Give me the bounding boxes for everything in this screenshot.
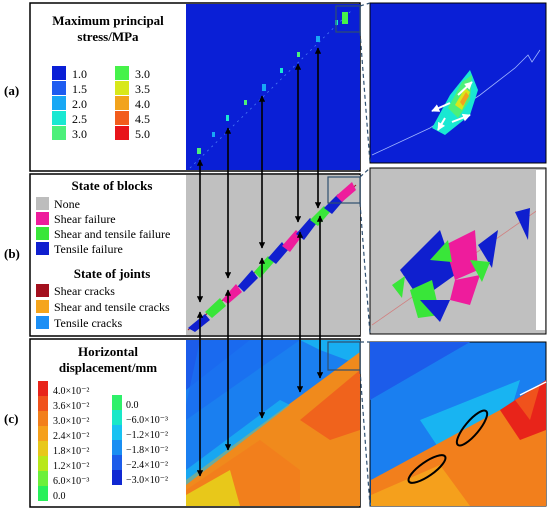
stress-right-swatch xyxy=(115,126,129,140)
disp-left-swatch xyxy=(38,411,48,426)
disp-left-label: 3.0×10⁻² xyxy=(53,416,89,427)
stress-right-label: 3.0 xyxy=(135,67,150,81)
displacement-title-line1: Horizontal xyxy=(78,344,138,359)
blocks-label: Shear and tensile failure xyxy=(54,227,170,241)
stress-left-label: 3.0 xyxy=(72,127,87,141)
blocks-label: None xyxy=(54,197,80,211)
blocks-swatch xyxy=(36,227,49,240)
disp-right-label: −2.4×10⁻² xyxy=(126,460,168,471)
stress-right-label: 5.0 xyxy=(135,127,150,141)
disp-left-swatch xyxy=(38,441,48,456)
stress-right-swatch xyxy=(115,111,129,125)
disp-right-swatch xyxy=(112,410,122,425)
stress-concentration-spots xyxy=(189,9,353,169)
stress-left-swatch xyxy=(52,96,66,110)
blocks-label: Tensile failure xyxy=(54,242,123,256)
zoom-a xyxy=(369,2,547,164)
disp-left-swatch xyxy=(38,486,48,501)
zoom-c-ellipse-upper xyxy=(455,409,489,447)
disp-right-label: −1.2×10⁻² xyxy=(126,430,168,441)
stress-right-swatch xyxy=(115,66,129,80)
panel-b-label: (b) xyxy=(4,246,20,261)
stress-legend-left: 1.01.52.02.53.0 xyxy=(52,66,87,141)
joints-label: Shear cracks xyxy=(54,284,115,298)
stress-right-label: 4.0 xyxy=(135,97,150,111)
blocks-swatch xyxy=(36,212,49,225)
disp-right-swatch xyxy=(112,470,122,485)
displacement-legend-left: 4.0×10⁻² 3.6×10⁻² 3.0×10⁻² 2.4×10⁻² 1.8×10⁻²… xyxy=(38,381,89,502)
stress-title-line1: Maximum principal xyxy=(52,13,164,28)
disp-right-label: 0.0 xyxy=(126,400,139,411)
stress-left-swatch xyxy=(52,126,66,140)
blocks-swatch xyxy=(36,242,49,255)
joints-swatch xyxy=(36,284,49,297)
disp-left-label: 2.4×10⁻² xyxy=(53,431,89,442)
stress-left-label: 2.0 xyxy=(72,97,87,111)
disp-left-label: 0.0 xyxy=(53,491,66,502)
disp-right-label: −6.0×10⁻³ xyxy=(126,415,168,426)
disp-left-label: 1.8×10⁻² xyxy=(53,446,89,457)
panel-c-label: (c) xyxy=(4,411,18,426)
panel-c: (c) Horizontal displacement/mm 4.0×10⁻² 3… xyxy=(4,338,361,508)
joints-legend: Shear cracks Shear and tensile cracks Tens… xyxy=(36,284,170,330)
displacement-title-line2: displacement/mm xyxy=(59,360,157,375)
stress-left-swatch xyxy=(52,81,66,95)
stress-right-swatch xyxy=(115,96,129,110)
disp-right-swatch xyxy=(112,440,122,455)
joints-label: Tensile cracks xyxy=(54,316,122,330)
disp-left-swatch xyxy=(38,396,48,411)
disp-left-label: 3.6×10⁻² xyxy=(53,401,89,412)
stress-left-label: 1.5 xyxy=(72,82,87,96)
blocks-legend-panel xyxy=(33,177,185,333)
stress-right-swatch xyxy=(115,81,129,95)
stress-legend-right: 3.03.54.04.55.0 xyxy=(115,66,150,141)
disp-left-swatch xyxy=(38,471,48,486)
disp-right-label: −1.8×10⁻² xyxy=(126,445,168,456)
zoom-box-c xyxy=(327,341,361,371)
stress-right-label: 4.5 xyxy=(135,112,150,126)
disp-left-label: 4.0×10⁻² xyxy=(53,386,89,397)
correspondence-arrows xyxy=(196,47,324,477)
stress-title-line2: stress/MPa xyxy=(77,29,139,44)
disp-left-label: 6.0×10⁻³ xyxy=(53,476,89,487)
zoom-b xyxy=(369,167,547,335)
zoom-c-ellipse-lower xyxy=(407,454,447,484)
panel-a: (a) Maximum principal stress/MPa 1.01.52… xyxy=(4,2,361,172)
joints-swatch xyxy=(36,316,49,329)
disp-left-swatch xyxy=(38,456,48,471)
stress-left-label: 1.0 xyxy=(72,67,87,81)
zoom-box-a xyxy=(335,5,361,33)
joints-label: Shear and tensile cracks xyxy=(54,300,170,314)
disp-right-swatch xyxy=(112,425,122,440)
stress-left-swatch xyxy=(52,111,66,125)
disp-right-swatch xyxy=(112,455,122,470)
blocks-swatch xyxy=(36,197,49,210)
displacement-legend-right: 0.0 −6.0×10⁻³ −1.2×10⁻² −1.8×10⁻² −2.4×10⁻² −… xyxy=(112,395,168,486)
disp-left-label: 1.2×10⁻² xyxy=(53,461,89,472)
blocks-label: Shear failure xyxy=(54,212,116,226)
joints-swatch xyxy=(36,300,49,313)
zoom-c xyxy=(369,341,547,507)
stress-left-swatch xyxy=(52,66,66,80)
stress-right-label: 3.5 xyxy=(135,82,150,96)
blocks-title: State of blocks xyxy=(72,178,153,193)
disp-right-swatch xyxy=(112,395,122,410)
zoom-a-frame xyxy=(369,2,547,164)
stress-left-label: 2.5 xyxy=(72,112,87,126)
joints-title: State of joints xyxy=(74,266,151,281)
zoom-connectors xyxy=(359,2,371,507)
disp-left-swatch xyxy=(38,426,48,441)
disp-left-swatch xyxy=(38,381,48,396)
zoom-box-b xyxy=(327,176,361,204)
displacement-legend-panel xyxy=(33,342,185,504)
panel-a-label: (a) xyxy=(4,83,19,98)
disp-right-label: −3.0×10⁻² xyxy=(126,475,168,486)
